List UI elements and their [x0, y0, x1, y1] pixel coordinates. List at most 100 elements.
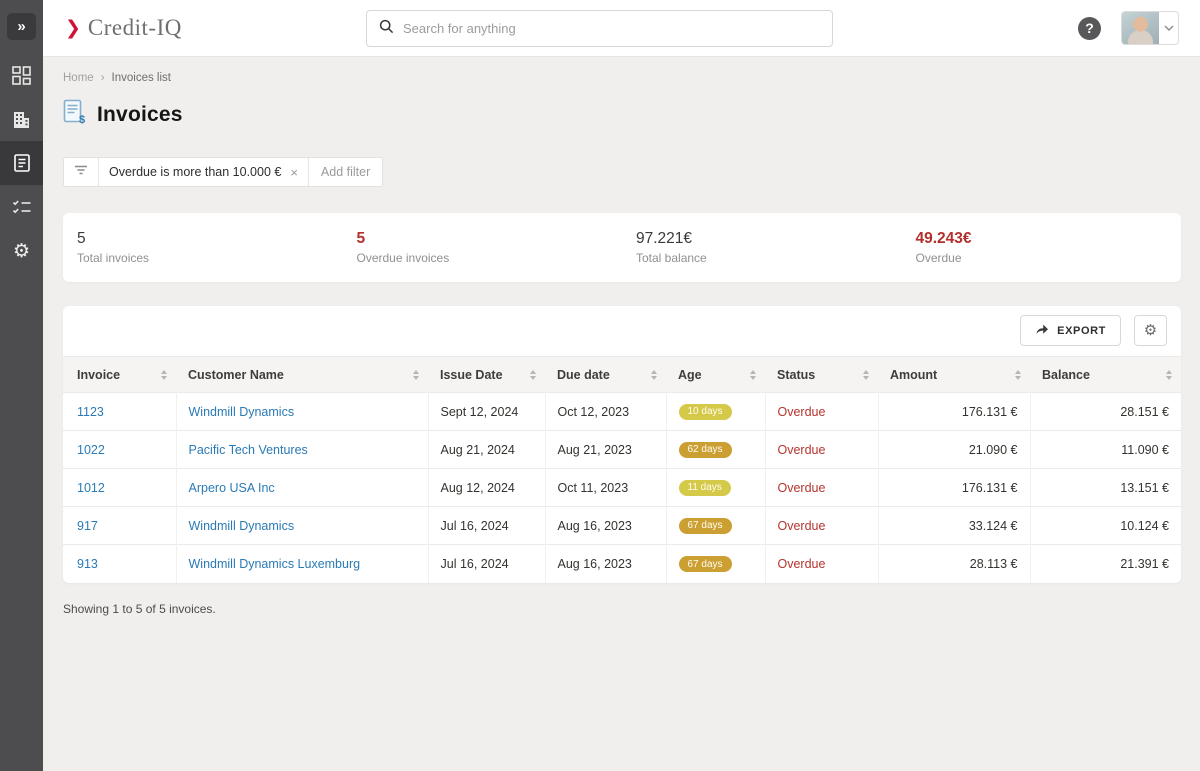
age-badge: 11 days — [679, 480, 731, 496]
sidebar-item-tasks[interactable] — [0, 185, 43, 229]
customer-cell: Windmill Dynamics Luxemburg — [176, 545, 428, 583]
filter-icon — [74, 163, 88, 181]
age-cell: 11 days — [666, 469, 765, 507]
export-icon — [1035, 323, 1049, 338]
age-badge: 67 days — [679, 556, 732, 572]
user-menu[interactable] — [1121, 11, 1179, 45]
column-header-customer[interactable]: Customer Name — [176, 357, 428, 393]
column-header-status[interactable]: Status — [765, 357, 878, 393]
column-label: Issue Date — [440, 368, 503, 382]
sort-icon[interactable] — [863, 370, 869, 380]
breadcrumb: Home › Invoices list — [63, 72, 1181, 84]
column-header-invoice[interactable]: Invoice — [63, 357, 176, 393]
gear-icon: ⚙ — [13, 242, 30, 261]
issue-date-cell: Aug 12, 2024 — [428, 469, 545, 507]
invoice-link[interactable]: 917 — [77, 519, 98, 533]
remove-filter-icon[interactable]: × — [290, 165, 298, 180]
invoice-link[interactable]: 1022 — [77, 443, 105, 457]
status-cell: Overdue — [765, 469, 878, 507]
customer-cell: Pacific Tech Ventures — [176, 431, 428, 469]
customer-link[interactable]: Arpero USA Inc — [189, 481, 275, 495]
amount-cell: 176.131 € — [878, 393, 1030, 431]
top-bar: ❯ Credit-IQ ? — [43, 0, 1200, 57]
title-row: $ Invoices — [63, 99, 1181, 130]
sidebar-item-companies[interactable] — [0, 97, 43, 141]
age-badge: 67 days — [679, 518, 732, 534]
sort-icon[interactable] — [530, 370, 536, 380]
column-label: Amount — [890, 368, 937, 382]
invoice-link[interactable]: 1012 — [77, 481, 105, 495]
building-icon — [12, 111, 31, 128]
search-input[interactable] — [403, 21, 820, 36]
sort-icon[interactable] — [413, 370, 419, 380]
invoice-cell: 917 — [63, 507, 176, 545]
sidebar-expand-button[interactable]: » — [7, 13, 36, 40]
column-label: Due date — [557, 368, 610, 382]
filter-chip: Overdue is more than 10.000 € × — [99, 158, 309, 186]
status-cell: Overdue — [765, 507, 878, 545]
breadcrumb-home[interactable]: Home — [63, 72, 94, 84]
amount-cell: 28.113 € — [878, 545, 1030, 583]
sort-icon[interactable] — [750, 370, 756, 380]
breadcrumb-current: Invoices list — [112, 72, 171, 84]
due-date-cell: Aug 16, 2023 — [545, 507, 666, 545]
filter-icon-button[interactable] — [64, 158, 99, 186]
sidebar-item-invoices[interactable] — [0, 141, 43, 185]
invoices-table: Invoice Customer Name Issue Date Due dat… — [63, 356, 1181, 583]
column-header-issue-date[interactable]: Issue Date — [428, 357, 545, 393]
search-box — [366, 10, 833, 47]
invoice-cell: 1022 — [63, 431, 176, 469]
invoice-link[interactable]: 1123 — [77, 405, 104, 419]
amount-cell: 21.090 € — [878, 431, 1030, 469]
invoice-cell: 1012 — [63, 469, 176, 507]
customer-link[interactable]: Windmill Dynamics Luxemburg — [189, 557, 361, 571]
column-label: Invoice — [77, 368, 120, 382]
invoice-link[interactable]: 913 — [77, 557, 98, 571]
customer-cell: Windmill Dynamics — [176, 507, 428, 545]
sidebar-item-settings[interactable]: ⚙ — [0, 229, 43, 273]
stats-card: 5 Total invoices 5 Overdue invoices 97.2… — [63, 213, 1181, 282]
issue-date-cell: Sept 12, 2024 — [428, 393, 545, 431]
export-label: EXPORT — [1057, 325, 1106, 337]
stat-value: 5 — [77, 230, 329, 248]
checklist-icon — [12, 199, 32, 215]
column-label: Balance — [1042, 368, 1090, 382]
status-badge: Overdue — [778, 443, 826, 457]
sort-icon[interactable] — [1166, 370, 1172, 380]
stat-label: Overdue — [916, 251, 1168, 265]
breadcrumb-separator-icon: › — [101, 72, 105, 84]
stat-value: 97.221€ — [636, 230, 888, 248]
due-date-cell: Oct 12, 2023 — [545, 393, 666, 431]
invoice-cell: 913 — [63, 545, 176, 583]
sort-icon[interactable] — [1015, 370, 1021, 380]
status-cell: Overdue — [765, 393, 878, 431]
add-filter-button[interactable]: Add filter — [309, 158, 382, 186]
sidebar-nav: ⚙ — [0, 53, 43, 273]
balance-cell: 28.151 € — [1030, 393, 1181, 431]
status-badge: Overdue — [778, 405, 826, 419]
age-badge: 62 days — [679, 442, 732, 458]
export-button[interactable]: EXPORT — [1020, 315, 1121, 346]
customer-link[interactable]: Windmill Dynamics — [189, 405, 295, 419]
invoices-page-icon: $ — [63, 99, 87, 130]
balance-cell: 13.151 € — [1030, 469, 1181, 507]
column-header-age[interactable]: Age — [666, 357, 765, 393]
column-header-amount[interactable]: Amount — [878, 357, 1030, 393]
table-settings-button[interactable]: ⚙ — [1134, 315, 1167, 346]
table-row: 913 Windmill Dynamics Luxemburg Jul 16, … — [63, 545, 1181, 583]
sidebar-item-dashboard[interactable] — [0, 53, 43, 97]
customer-link[interactable]: Pacific Tech Ventures — [189, 443, 308, 457]
column-header-balance[interactable]: Balance — [1030, 357, 1181, 393]
sort-icon[interactable] — [651, 370, 657, 380]
help-button[interactable]: ? — [1078, 17, 1101, 40]
column-label: Customer Name — [188, 368, 284, 382]
stat-label: Total balance — [636, 251, 888, 265]
invoice-cell: 1123 — [63, 393, 176, 431]
results-summary: Showing 1 to 5 of 5 invoices. — [63, 602, 1181, 616]
app-logo[interactable]: ❯ Credit-IQ — [65, 15, 182, 41]
column-header-due-date[interactable]: Due date — [545, 357, 666, 393]
customer-link[interactable]: Windmill Dynamics — [189, 519, 295, 533]
sort-icon[interactable] — [161, 370, 167, 380]
invoice-icon — [13, 153, 31, 173]
logo-chevron-icon: ❯ — [65, 19, 81, 38]
